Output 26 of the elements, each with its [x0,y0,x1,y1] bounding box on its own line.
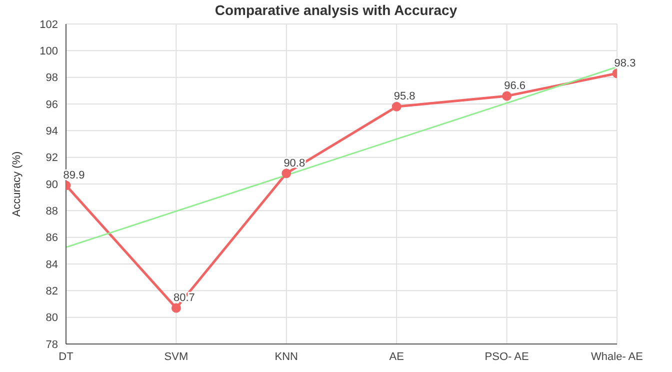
y-tick-label: 90 [46,178,58,191]
y-tick-label: 102 [40,18,58,31]
x-tick-label: KNN [274,350,298,363]
y-tick-label: 100 [40,46,58,58]
y-tick-label: 92 [46,152,58,164]
data-label: 98.3 [614,57,636,70]
y-tick-label: 78 [46,338,58,351]
y-tick-label: 82 [46,286,58,298]
y-tick-label: 98 [46,72,58,84]
y-tick-label: 84 [46,258,58,271]
chart-title: Comparative analysis with Accuracy [214,2,458,18]
x-tick-label: PSO- AE [484,350,529,363]
x-tick-label: SVM [164,350,188,363]
y-axis-title: Accuracy (%) [10,151,23,217]
y-tick-label: 80 [46,312,58,324]
point [282,168,292,178]
y-tick-label: 94 [46,126,58,138]
x-tick-label: AE [389,350,404,363]
data-label: 96.6 [504,80,526,92]
x-tick-label: DT [58,350,74,363]
y-tick-label: 96 [46,98,58,111]
x-tick-label: Whale- AE [591,350,643,363]
data-label: 95.8 [394,90,416,103]
point [392,102,402,112]
y-tick-label: 86 [46,232,58,244]
y-tick-label: 88 [46,206,58,218]
